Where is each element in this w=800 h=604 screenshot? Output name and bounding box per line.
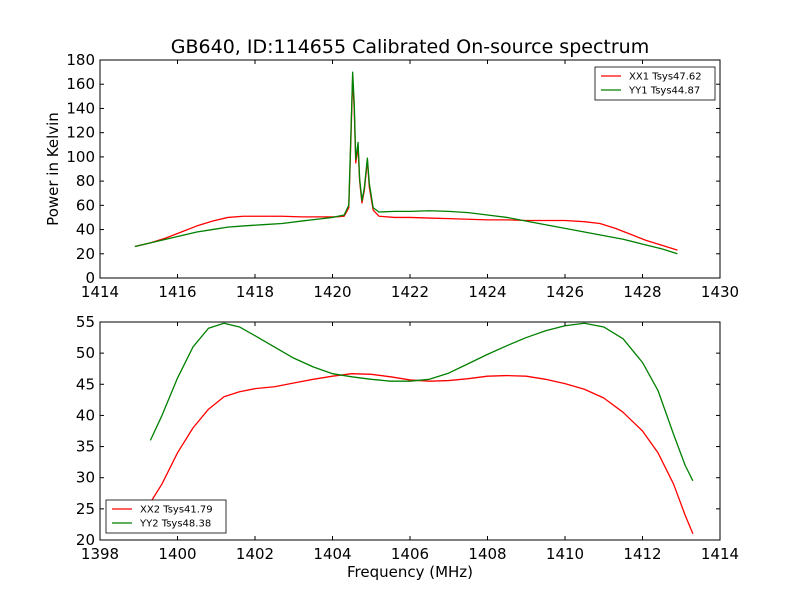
plot1-x-tick-label: 1424: [468, 283, 506, 301]
plot2-y-tick-label: 25: [76, 500, 95, 518]
plot1-legend-box: [594, 66, 716, 101]
plot2-legend-box: [105, 499, 227, 534]
plot1-x-tick-label: 1416: [158, 283, 196, 301]
plot2-y-tick-label: 30: [76, 469, 95, 487]
bottom-spectrum-plot: 1398 1400 1402 1404 1406 1408 1410 1412 1414 20 25…: [76, 313, 739, 581]
plot2-y-tick-label: 55: [76, 313, 95, 331]
plot2-x-tick-label: 1412: [623, 545, 661, 563]
plot1-x-tick-label: 1426: [546, 283, 584, 301]
plot1-x-tick-label: 1420: [313, 283, 351, 301]
plot1-series-line-2: [134, 71, 678, 255]
plot2-x-tick-label: 1408: [468, 545, 506, 563]
plot2-x-tick-label: 1404: [313, 545, 351, 563]
plot1-y-tick-label: 0: [85, 269, 95, 287]
plot1-x-tick-label: 1430: [701, 283, 739, 301]
plot1-x-tick-label: 1422: [391, 283, 429, 301]
plot1-y-tick-label: 160: [66, 75, 95, 93]
plot1-legend-label-2: YY1 Tsys44.87: [628, 86, 700, 97]
plot2-legend-label-2: YY2 Tsys48.38: [139, 519, 211, 530]
figure-title: GB640, ID:114655 Calibrated On-source sp…: [171, 36, 649, 58]
plot1-x-tick-label: 1418: [236, 283, 274, 301]
plot1-y-tick-label: 100: [66, 148, 95, 166]
plot1-y-axis-label: Power in Kelvin: [44, 112, 62, 226]
plot2-y-tick-label: 20: [76, 531, 95, 549]
top-spectrum-plot: 1414 1416 1418 1420 1422 1424 1426 1428 1430 0 20 4…: [44, 51, 739, 301]
plot2-x-axis-label: Frequency (MHz): [347, 563, 473, 581]
plot1-y-tick-label: 20: [76, 245, 95, 263]
plot2-x-tick-label: 1414: [701, 545, 739, 563]
plot2-legend-label-1: XX2 Tsys41.79: [140, 505, 213, 516]
plot2-y-tick-label: 40: [76, 406, 95, 424]
plot2-x-tick-label: 1406: [391, 545, 429, 563]
plot1-legend-label-1: XX1 Tsys47.62: [629, 72, 702, 83]
plot2-series-line-2: [149, 322, 694, 482]
plot1-y-tick-label: 180: [66, 51, 95, 69]
plot1-x-tick-label: 1428: [623, 283, 661, 301]
plot1-x-tick-label: 1414: [81, 283, 119, 301]
plot2-x-tick-label: 1398: [81, 545, 119, 563]
plot1-y-tick-label: 40: [76, 221, 95, 239]
plot2-x-tick-label: 1410: [546, 545, 584, 563]
plot1-y-tick-label: 80: [76, 172, 95, 190]
plot1-y-tick-label: 140: [66, 99, 95, 117]
plot2-x-tick-label: 1402: [236, 545, 274, 563]
plot2-y-tick-label: 35: [76, 438, 95, 456]
plot1-y-tick-label: 60: [76, 196, 95, 214]
plot2-y-tick-label: 45: [76, 375, 95, 393]
plot1-y-tick-label: 120: [66, 124, 95, 142]
plot2-x-tick-label: 1400: [158, 545, 196, 563]
plot2-y-tick-label: 50: [76, 344, 95, 362]
